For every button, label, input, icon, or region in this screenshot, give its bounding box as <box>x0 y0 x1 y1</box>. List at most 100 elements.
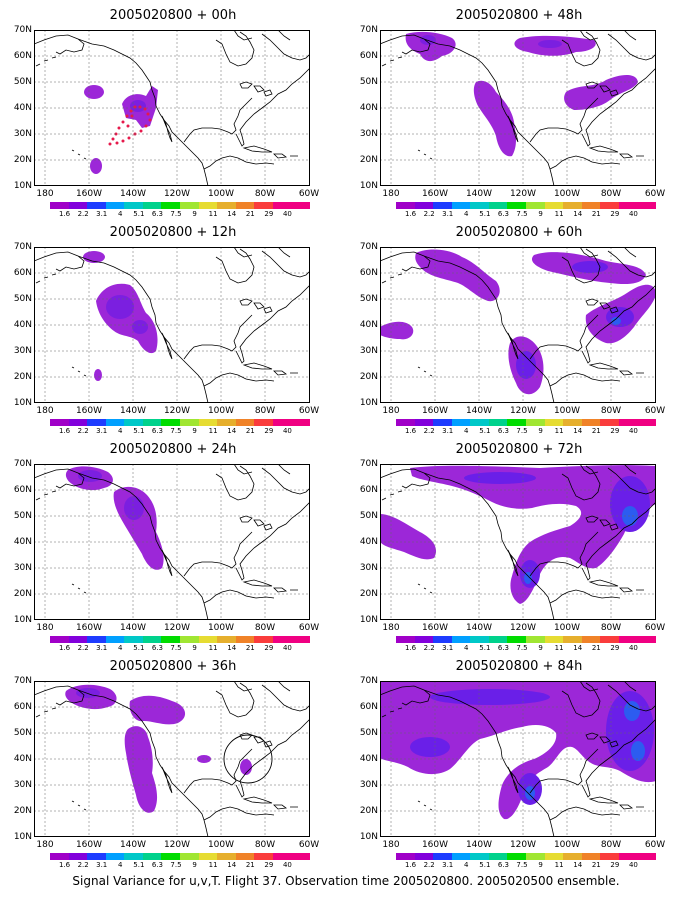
colorbar-label: 29 <box>610 644 620 652</box>
y-tick-label: 70N <box>359 459 378 469</box>
colorbar-label: 29 <box>264 644 274 652</box>
colorbar-label: 11 <box>208 427 218 435</box>
colorbar-label: 9 <box>538 861 543 869</box>
y-tick-label: 60N <box>13 485 32 495</box>
colorbar-label: 5.1 <box>133 427 145 435</box>
colorbar-label: 3.1 <box>442 861 454 869</box>
colorbar-swatch <box>161 419 181 426</box>
colorbar-swatch <box>433 853 452 860</box>
x-tick-label: 120W <box>163 406 191 416</box>
colorbar-label: 40 <box>628 861 638 869</box>
colorbar-swatch <box>124 636 143 643</box>
colorbar-swatch <box>526 853 545 860</box>
colorbar-swatch <box>526 202 545 209</box>
map-area <box>34 681 310 837</box>
colorbar-label: 14 <box>573 861 583 869</box>
colorbar-label: 7.5 <box>170 644 182 652</box>
x-tick-label: 180 <box>382 623 400 633</box>
map-panel-36h: 2005020800 + 36h 70N 60N 50N 40N 30N 20N 10N 18… <box>0 651 346 869</box>
y-tick-label: 50N <box>359 511 378 521</box>
colorbar-label: 3.1 <box>442 210 454 218</box>
colorbar <box>396 202 657 209</box>
colorbar-swatch <box>618 419 638 426</box>
x-tick-label: 60W <box>298 189 320 199</box>
colorbar-swatch <box>618 636 638 643</box>
colorbar-swatch <box>433 202 452 209</box>
map-area <box>34 464 310 620</box>
y-tick-label: 70N <box>13 676 32 686</box>
colorbar-label: 4 <box>118 427 123 435</box>
colorbar-label: 40 <box>628 427 638 435</box>
x-tick-label: 80W <box>600 623 622 633</box>
x-tick-label: 120W <box>509 189 537 199</box>
colorbar-swatch <box>50 636 69 643</box>
y-tick-label: 10N <box>359 181 378 191</box>
colorbar-label: 29 <box>610 427 620 435</box>
map-area <box>380 464 656 620</box>
colorbar-label: 3.1 <box>96 427 108 435</box>
colorbar-swatch <box>87 636 106 643</box>
colorbar-label: 29 <box>610 861 620 869</box>
colorbar-label: 4 <box>464 210 469 218</box>
x-tick-label: 140W <box>465 840 493 850</box>
y-tick-label: 40N <box>13 103 32 113</box>
colorbar-swatch <box>180 419 199 426</box>
colorbar-swatch <box>87 419 106 426</box>
variance-shading <box>380 465 656 604</box>
colorbar-label: 2.2 <box>77 210 89 218</box>
x-tick-label: 80W <box>254 623 276 633</box>
y-tick-label: 50N <box>359 294 378 304</box>
colorbar-label: 7.5 <box>516 210 528 218</box>
y-tick-label: 50N <box>13 77 32 87</box>
colorbar-label: 9 <box>538 210 543 218</box>
y-tick-label: 10N <box>13 832 32 842</box>
y-tick-label: 10N <box>13 181 32 191</box>
panel-title: 2005020800 + 60h <box>455 225 583 240</box>
colorbar-swatch <box>544 202 564 209</box>
colorbar-label: 4 <box>464 861 469 869</box>
y-tick-label: 10N <box>359 832 378 842</box>
x-tick-label: 140W <box>465 623 493 633</box>
y-tick-label: 60N <box>13 268 32 278</box>
y-tick-label: 60N <box>359 268 378 278</box>
y-tick-label: 10N <box>359 398 378 408</box>
colorbar-swatch <box>488 419 508 426</box>
y-tick-label: 30N <box>359 346 378 356</box>
colorbar-label: 21 <box>245 644 255 652</box>
colorbar-swatch <box>581 853 601 860</box>
colorbar-swatch <box>600 853 619 860</box>
x-tick-label: 100W <box>553 623 581 633</box>
colorbar-swatch <box>563 636 582 643</box>
colorbar-label: 1.6 <box>58 861 71 869</box>
colorbar-swatch <box>470 202 489 209</box>
colorbar-label: 9 <box>192 861 197 869</box>
panel-title: 2005020800 + 72h <box>455 442 583 457</box>
y-tick-label: 60N <box>13 51 32 61</box>
x-tick-label: 140W <box>119 840 147 850</box>
colorbar-label: 40 <box>282 427 292 435</box>
colorbar-swatch <box>105 419 125 426</box>
x-tick-label: 60W <box>298 406 320 416</box>
x-tick-label: 80W <box>600 840 622 850</box>
colorbar-label: 14 <box>573 210 583 218</box>
x-tick-label: 80W <box>600 189 622 199</box>
colorbar-label: 5.1 <box>479 210 491 218</box>
colorbar-swatch <box>291 853 311 860</box>
colorbar-swatch <box>87 202 106 209</box>
colorbar-label: 1.6 <box>58 210 71 218</box>
variance-shading <box>84 85 158 174</box>
y-tick-label: 30N <box>359 780 378 790</box>
colorbar-swatch <box>470 853 489 860</box>
x-tick-label: 60W <box>644 406 666 416</box>
panel-title: 2005020800 + 36h <box>109 659 237 674</box>
colorbar-swatch <box>180 636 199 643</box>
colorbar-swatch <box>544 636 564 643</box>
colorbar-label: 11 <box>554 210 564 218</box>
colorbar-label: 7.5 <box>170 427 182 435</box>
x-tick-label: 180 <box>36 623 54 633</box>
x-tick-label: 160W <box>421 840 449 850</box>
y-tick-label: 40N <box>359 320 378 330</box>
colorbar-label: 11 <box>208 861 218 869</box>
y-tick-label: 20N <box>359 806 378 816</box>
colorbar-swatch <box>433 419 452 426</box>
